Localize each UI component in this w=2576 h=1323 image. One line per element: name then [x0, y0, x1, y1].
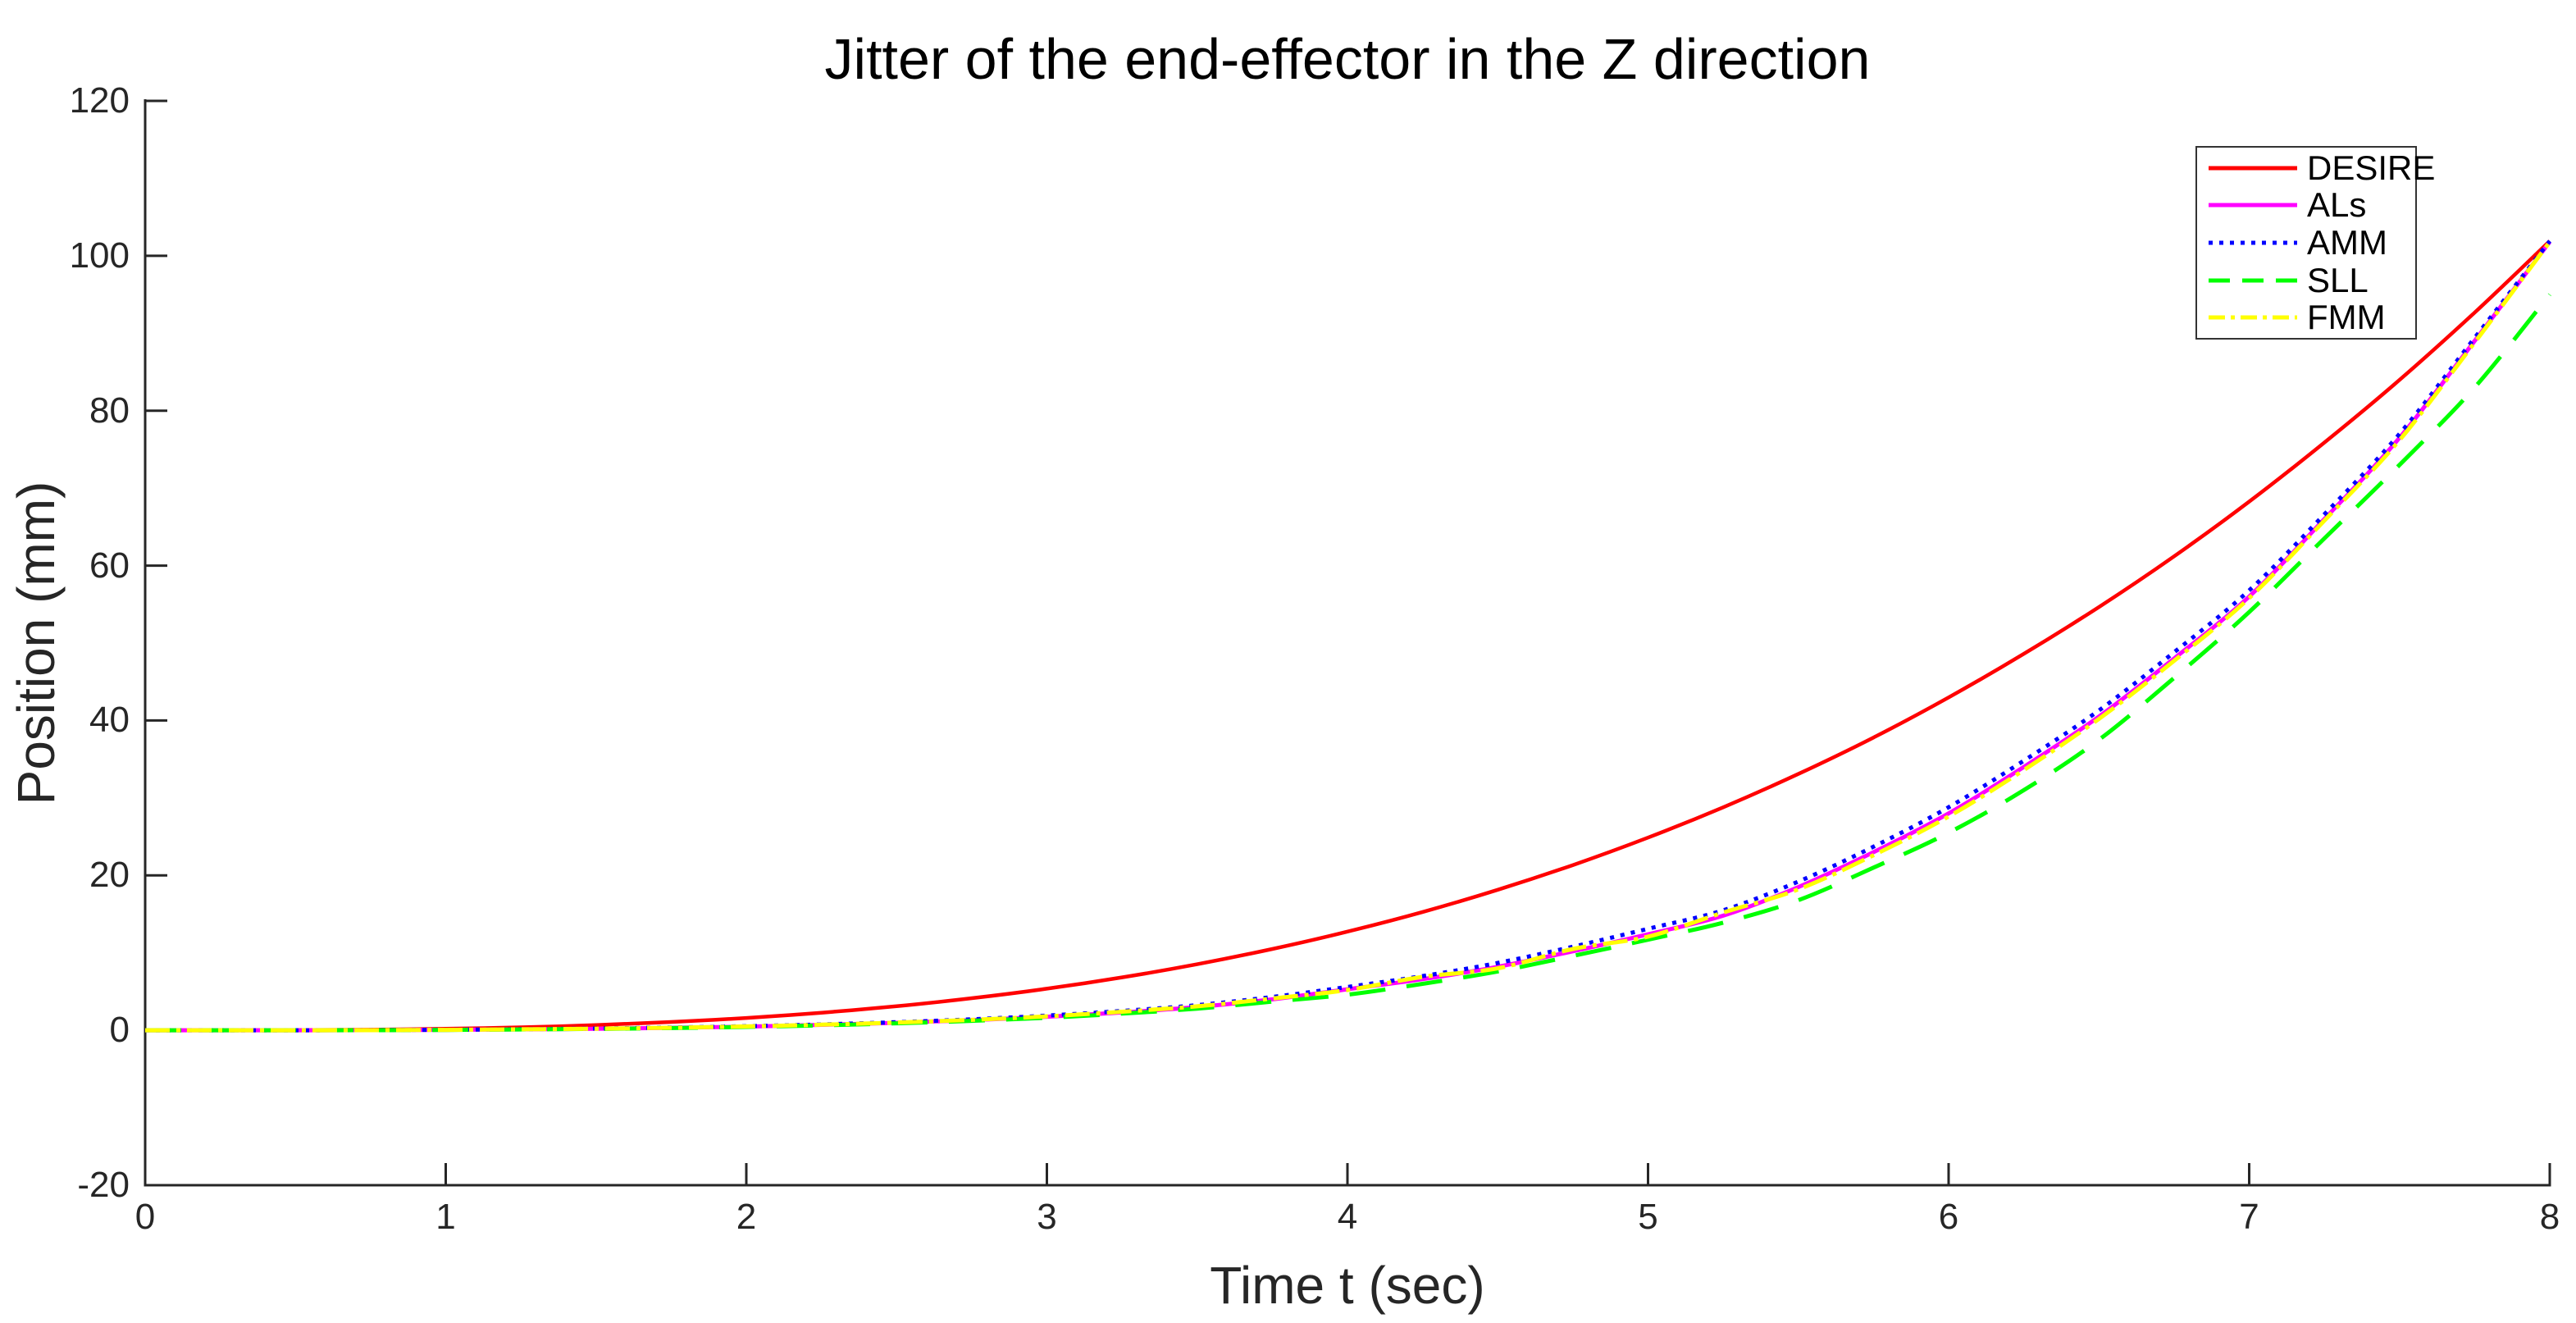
- series-line-amm: [144, 240, 2551, 1033]
- legend: DESIRE ALs AMM SLL FMM: [2195, 146, 2435, 340]
- legend-label: DESIRE: [2307, 148, 2436, 187]
- x-tick-label: 6: [1938, 1197, 1959, 1237]
- x-tick-label: 0: [134, 1197, 156, 1237]
- series-line-sll: [144, 293, 2551, 1033]
- y-tick-label: 60: [89, 545, 130, 586]
- x-tick-label: 4: [1337, 1197, 1358, 1237]
- legend-line-sample: [2209, 315, 2297, 320]
- legend-entry-fmm: FMM: [2197, 298, 2415, 337]
- x-axis-label: Time t (sec): [1210, 1256, 1485, 1315]
- legend-line-sample: [2209, 278, 2297, 283]
- legend-entry-sll: SLL: [2197, 260, 2415, 299]
- legend-label: SLL: [2307, 260, 2369, 299]
- legend-entry-als: ALs: [2197, 185, 2415, 225]
- legend-label: AMM: [2307, 222, 2387, 262]
- y-axis-label: Position (mm): [7, 481, 66, 805]
- x-tick-label: 8: [2539, 1197, 2560, 1237]
- y-tick-label: 40: [89, 700, 130, 741]
- legend-line-sample: [2209, 203, 2297, 208]
- x-tick-label: 1: [435, 1197, 456, 1237]
- x-tick-label: 7: [2239, 1197, 2259, 1237]
- legend-line-sample: [2209, 166, 2297, 171]
- y-tick-label: 0: [109, 1010, 130, 1051]
- chart-title: Jitter of the end-effector in the Z dire…: [824, 27, 1871, 91]
- x-tick-label: 5: [1638, 1197, 1658, 1237]
- y-tick-label: 100: [69, 235, 130, 276]
- series-line-fmm: [144, 240, 2552, 1033]
- y-tick-label: 120: [69, 80, 130, 121]
- y-tick-label: 20: [89, 855, 130, 896]
- series-line-als: [144, 240, 2551, 1033]
- legend-entry-amm: AMM: [2197, 222, 2415, 262]
- series-line-desire: [144, 240, 2551, 1033]
- y-tick-label: 80: [89, 390, 130, 431]
- y-tick-label: -20: [77, 1165, 130, 1205]
- axis-lines: [144, 99, 2551, 1187]
- legend-line-sample: [2209, 240, 2297, 245]
- legend-label: ALs: [2307, 185, 2367, 225]
- x-tick-label: 2: [736, 1197, 757, 1237]
- x-tick-label: 3: [1037, 1197, 1057, 1237]
- legend-label: FMM: [2307, 298, 2386, 337]
- legend-entry-desire: DESIRE: [2197, 148, 2435, 187]
